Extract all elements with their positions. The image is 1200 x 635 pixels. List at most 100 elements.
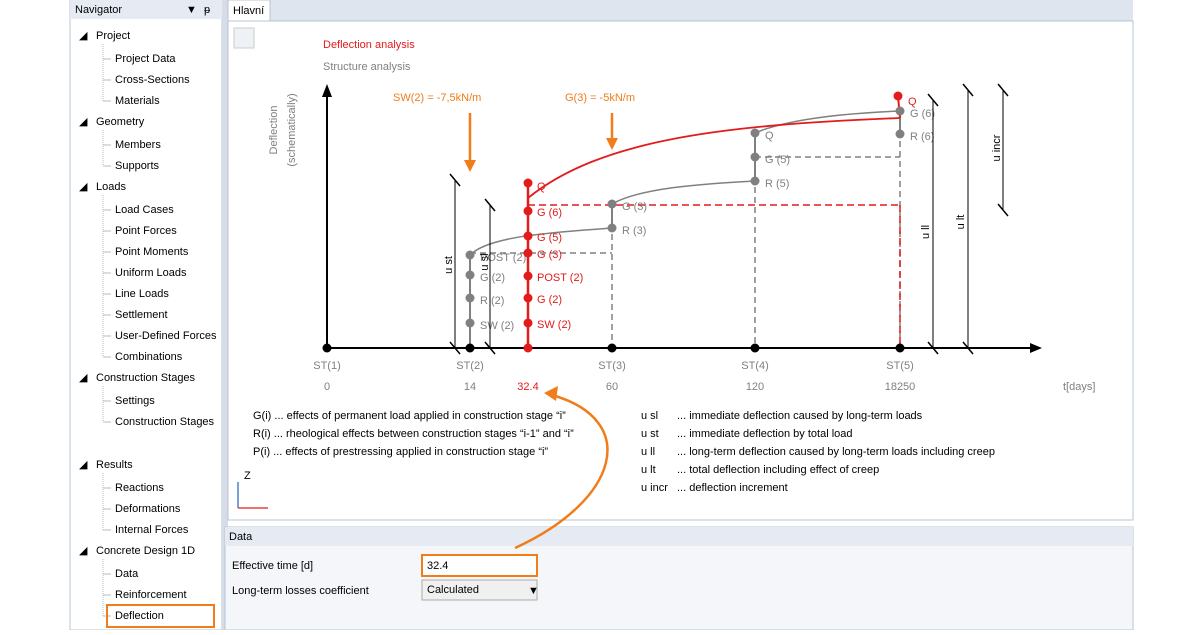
tree-item[interactable]: Data xyxy=(115,568,139,580)
point-label: G (5) xyxy=(537,232,562,244)
tree-item[interactable]: Point Moments xyxy=(115,246,189,258)
legend-text: P(i) ... effects of prestressing applied… xyxy=(253,446,548,458)
point-label: G (5) xyxy=(765,154,790,166)
point xyxy=(523,178,533,188)
tree-toggle[interactable]: ◢ xyxy=(79,459,88,471)
point xyxy=(523,271,533,281)
stage-dot xyxy=(607,343,617,353)
tree-group[interactable]: Construction Stages xyxy=(96,372,196,384)
effective-time-input[interactable] xyxy=(421,554,538,577)
tree-item[interactable]: Uniform Loads xyxy=(115,267,187,279)
stage-time: 14 xyxy=(464,381,476,393)
point-label: POST (2) xyxy=(480,252,526,264)
dimension-label: u lt xyxy=(955,215,967,230)
tree-item[interactable]: Settings xyxy=(115,395,155,407)
tree-item[interactable]: Deformations xyxy=(115,503,181,515)
tree-item[interactable]: Reactions xyxy=(115,482,164,494)
point xyxy=(523,206,533,216)
x-label: t[days] xyxy=(1063,381,1095,393)
point xyxy=(607,199,617,209)
stage-label: ST(4) xyxy=(741,360,769,372)
point-label: G (6) xyxy=(910,108,935,120)
point xyxy=(750,128,760,138)
axis-arrow xyxy=(1030,343,1042,353)
dimension-tick xyxy=(449,341,461,355)
tab-label[interactable]: Hlavní xyxy=(233,5,264,17)
dimension-tick xyxy=(997,203,1009,217)
point-label: R (3) xyxy=(622,225,646,237)
tree-item[interactable]: Construction Stages xyxy=(115,416,215,428)
tree-item[interactable]: Members xyxy=(115,139,161,151)
navigator-header xyxy=(70,0,222,19)
tree-item[interactable]: Cross-Sections xyxy=(115,74,190,86)
dimension-tick xyxy=(449,173,461,187)
legend-text: ... total deflection including effect of… xyxy=(677,464,879,476)
dropdown-arrow[interactable]: ▼ xyxy=(528,585,539,597)
tree-item[interactable]: Point Forces xyxy=(115,225,177,237)
tree-item[interactable]: Deflection xyxy=(115,610,164,622)
stage-dot xyxy=(895,343,905,353)
legend-key: u incr xyxy=(641,482,668,494)
tree-item[interactable]: Combinations xyxy=(115,351,183,363)
tree-group[interactable]: Results xyxy=(96,459,133,471)
tree-group[interactable]: Geometry xyxy=(96,116,145,128)
connector-arrow xyxy=(514,393,609,550)
arrow-head xyxy=(544,386,558,401)
tree-item[interactable]: Settlement xyxy=(115,309,168,321)
dropdown-icon[interactable]: ▼ xyxy=(186,4,197,16)
expand-button[interactable] xyxy=(233,27,255,49)
point-label: Q xyxy=(765,130,774,142)
tree-item[interactable]: Reinforcement xyxy=(115,589,187,601)
stage-time: 0 xyxy=(324,381,330,393)
legend-key: u sl xyxy=(641,410,658,422)
load-label: G(3) = -5kN/m xyxy=(565,92,635,104)
field-value[interactable]: 32.4 xyxy=(427,560,448,572)
losses-dropdown[interactable] xyxy=(421,579,538,601)
point-label: G (3) xyxy=(537,249,562,261)
tree-toggle[interactable]: ◢ xyxy=(79,30,88,42)
arrow-head xyxy=(606,138,618,150)
point xyxy=(523,293,533,303)
tree-toggle[interactable]: ◢ xyxy=(79,545,88,557)
dimension-tick xyxy=(484,198,496,212)
y-label: (schematically) xyxy=(286,93,298,166)
dimension-tick xyxy=(927,341,939,355)
legend-text: ... immediate deflection caused by long-… xyxy=(677,410,923,422)
point xyxy=(893,91,903,101)
stage-dot xyxy=(750,343,760,353)
point-label: SW (2) xyxy=(537,319,571,331)
tree-item[interactable]: Load Cases xyxy=(115,204,174,216)
point xyxy=(523,248,533,258)
point xyxy=(895,106,905,116)
axis-icon-label: Z xyxy=(244,470,251,482)
tree-item[interactable]: Project Data xyxy=(115,53,176,65)
tree-item[interactable]: Line Loads xyxy=(115,288,169,300)
tree-item[interactable]: User-Defined Forces xyxy=(115,330,217,342)
tree-toggle[interactable]: ◢ xyxy=(79,181,88,193)
field-value[interactable]: Calculated xyxy=(427,584,479,596)
point xyxy=(895,129,905,139)
tree-group[interactable]: Loads xyxy=(96,181,126,193)
canvas xyxy=(227,20,1134,521)
legend-key: u ll xyxy=(641,446,655,458)
dimension-label: u ll xyxy=(920,225,932,239)
tree-toggle[interactable]: ◢ xyxy=(79,372,88,384)
tree-item[interactable]: Internal Forces xyxy=(115,524,189,536)
highlight-time: 32.4 xyxy=(517,381,538,393)
point xyxy=(465,318,475,328)
tree-group[interactable]: Concrete Design 1D xyxy=(96,545,195,557)
point xyxy=(465,293,475,303)
legend-text: G(i) ... effects of permanent load appli… xyxy=(253,410,566,422)
tree-item[interactable]: Materials xyxy=(115,95,160,107)
point xyxy=(750,152,760,162)
tree-group[interactable]: Project xyxy=(96,30,130,42)
stage-time: 18250 xyxy=(885,381,916,393)
tree-toggle[interactable]: ◢ xyxy=(79,116,88,128)
pin-icon[interactable]: ᵽ xyxy=(204,4,211,16)
tab-strip xyxy=(228,0,1133,21)
point-label: Q xyxy=(908,96,917,108)
load-label: SW(2) = -7,5kN/m xyxy=(393,92,481,104)
splitter xyxy=(222,0,228,630)
tree-item[interactable]: Supports xyxy=(115,160,160,172)
